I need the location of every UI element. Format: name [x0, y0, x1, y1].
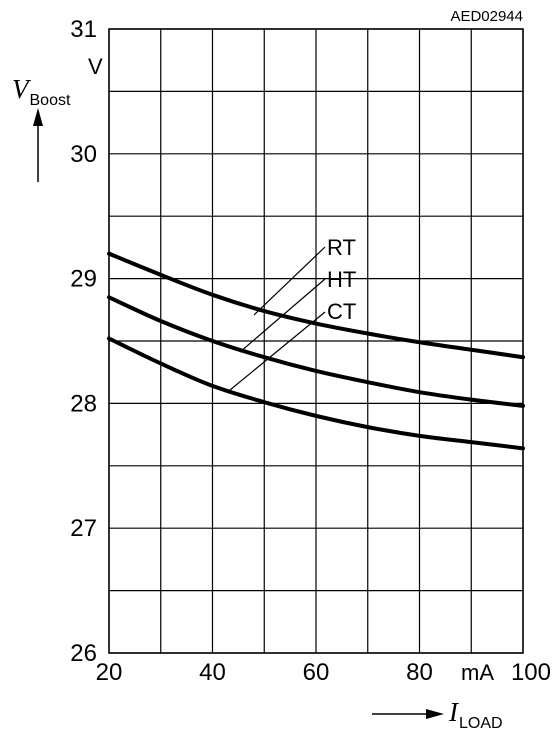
x-tick-label: 60 [303, 659, 330, 686]
curves [107, 251, 525, 451]
leader-line-ct [229, 311, 326, 391]
tick-labels: 26 27 28 29 30 31 V 20 40 60 80 100 mA [70, 16, 551, 686]
curve-rt [107, 251, 525, 360]
y-tick-label: 30 [70, 141, 97, 168]
y-axis-label-main: V [12, 74, 32, 104]
y-axis-unit: V [88, 54, 103, 79]
curve-ct [107, 336, 525, 451]
curve-label-rt: RT [327, 235, 356, 260]
plot-frame [108, 28, 524, 654]
x-axis-label-sub: LOAD [459, 715, 503, 730]
leader-line-rt [253, 246, 326, 316]
x-tick-label: 40 [199, 659, 226, 686]
leader-line-ht [239, 278, 326, 353]
y-tick-label: 28 [70, 390, 97, 417]
curve-leader-lines [229, 246, 326, 391]
x-axis-unit: mA [461, 660, 494, 685]
y-axis-arrow-head [33, 108, 43, 126]
y-axis-label-sub: Boost [30, 92, 71, 109]
figure-code: AED02944 [450, 8, 523, 25]
x-tick-label: 100 [511, 659, 551, 686]
y-tick-label: 26 [70, 640, 97, 667]
x-axis-arrow-head [426, 709, 444, 719]
curve-label-ct: CT [327, 299, 356, 324]
y-tick-label: 27 [70, 515, 97, 542]
x-axis-label-main: I [448, 697, 460, 727]
curve-labels: RT HT CT [327, 235, 356, 324]
x-axis-label: ILOAD [372, 697, 503, 730]
curve-label-ht: HT [327, 267, 356, 292]
curve-ht [107, 295, 525, 408]
x-tick-label: 20 [96, 659, 123, 686]
y-tick-label: 29 [70, 266, 97, 293]
grid [108, 28, 524, 654]
svg-text:ILOAD: ILOAD [448, 697, 503, 730]
y-tick-label: 31 [70, 16, 97, 43]
svg-text:VBoost: VBoost [12, 74, 71, 109]
x-tick-label: 80 [406, 659, 433, 686]
y-axis-label: VBoost [12, 74, 71, 182]
